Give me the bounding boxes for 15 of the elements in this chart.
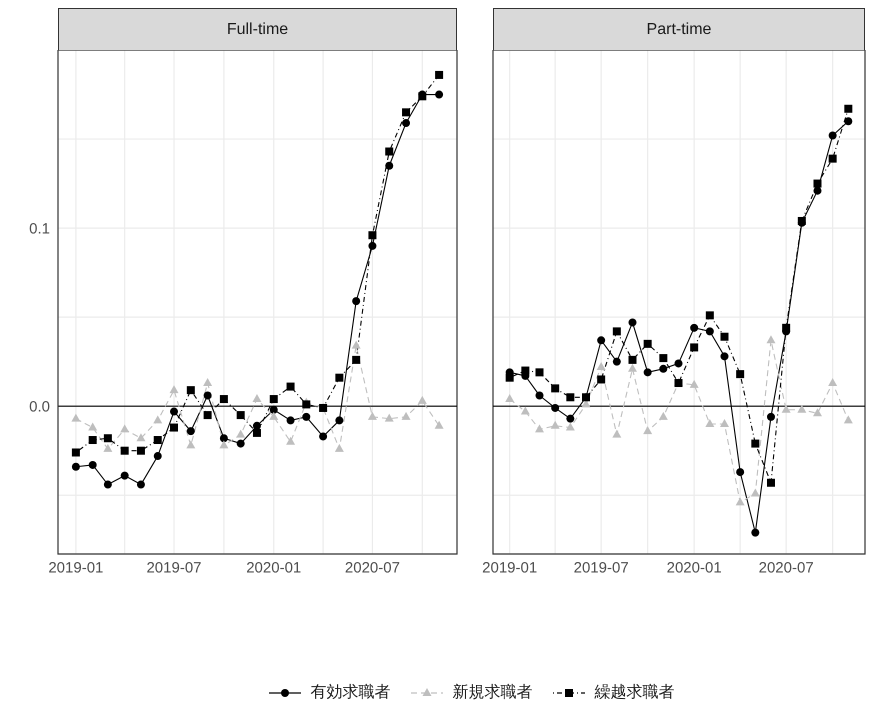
- x-tick-label: 2020-07: [344, 560, 400, 577]
- chart-title: Full-time: [226, 20, 288, 38]
- x-tick-label: 2019-07: [146, 560, 202, 577]
- y-tick-label: 0.0: [29, 398, 50, 416]
- legend-label: 有効求職者: [310, 682, 390, 703]
- legend-label: 新規求職者: [452, 682, 532, 703]
- chart-title: Part-time: [646, 20, 712, 38]
- x-tick-label: 2020-01: [246, 560, 302, 577]
- x-tick-label: 2019-01: [482, 560, 538, 577]
- x-tick-label: 2019-01: [48, 560, 104, 577]
- legend-label: 繰越求職者: [594, 682, 674, 703]
- y-tick-label: 0.1: [29, 220, 50, 238]
- x-tick-label: 2020-01: [666, 560, 722, 577]
- x-tick-label: 2019-07: [574, 560, 629, 577]
- x-tick-label: 2020-07: [758, 560, 814, 577]
